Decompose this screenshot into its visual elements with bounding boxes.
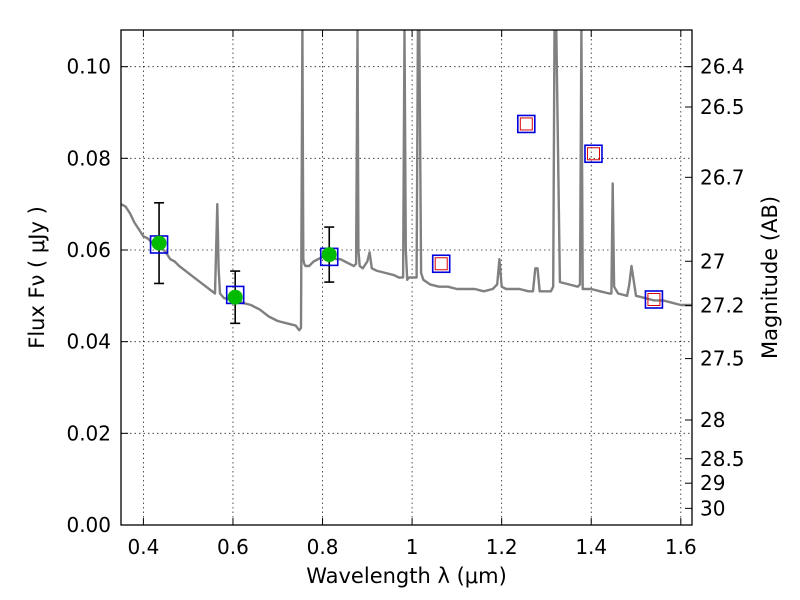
- limit-square: [519, 117, 533, 131]
- y2-tick-label: 26.7: [700, 165, 745, 189]
- y-tick-label: 0.06: [66, 238, 111, 262]
- plot-frame: [120, 29, 693, 526]
- synthetic-square: [584, 144, 603, 164]
- y2-tick-label: 26.5: [700, 95, 745, 119]
- synthetic-square: [431, 254, 451, 274]
- y-tick-label: 0.08: [66, 146, 111, 170]
- y-tick-label: 0.02: [66, 421, 111, 445]
- y2-tick-label: 28: [700, 408, 725, 432]
- y-axis-label: Flux Fν ( μJy ): [25, 206, 49, 349]
- observed-point: [151, 235, 167, 251]
- ticks-layer: 0.4 0.6 0.8 1 1.2 1.4 1.6 0.00 0.02 0.04 0.06 0.08 0…: [66, 30, 745, 559]
- x-tick-label: 0.4: [127, 535, 159, 559]
- y2-tick-label: 27.5: [700, 347, 745, 371]
- synthetic-square: [644, 290, 664, 309]
- model-spectrum-layer: [121, 30, 692, 332]
- y-tick-label: 0.00: [66, 513, 111, 537]
- y2-tick-label: 28.5: [700, 447, 745, 471]
- y-tick-label: 0.10: [66, 55, 111, 79]
- observed-point: [321, 247, 337, 263]
- y2-axis-label: Magnitude (AB): [758, 196, 782, 359]
- x-tick-label: 1.6: [665, 535, 697, 559]
- y-tick-label: 0.04: [66, 330, 111, 354]
- y2-tick-label: 30: [700, 496, 725, 520]
- y2-tick-label: 26.4: [700, 55, 745, 79]
- limit-square: [647, 293, 661, 306]
- y2-tick-label: 27: [700, 249, 725, 273]
- model-spectrum-line: [121, 30, 692, 332]
- x-tick-label: 1.2: [486, 535, 518, 559]
- y2-tick-label: 27.2: [700, 294, 745, 318]
- x-tick-label: 1: [406, 535, 419, 559]
- synthetic-square: [516, 114, 536, 134]
- markers-layer: [149, 114, 664, 325]
- limit-square: [434, 257, 448, 271]
- x-tick-label: 1.4: [575, 535, 607, 559]
- y2-tick-label: 29: [700, 471, 725, 495]
- observed-point: [227, 289, 243, 305]
- x-axis-label: Wavelength λ (μm): [306, 564, 507, 588]
- x-tick-label: 0.6: [217, 535, 249, 559]
- limit-square: [586, 147, 600, 161]
- x-tick-label: 0.8: [307, 535, 339, 559]
